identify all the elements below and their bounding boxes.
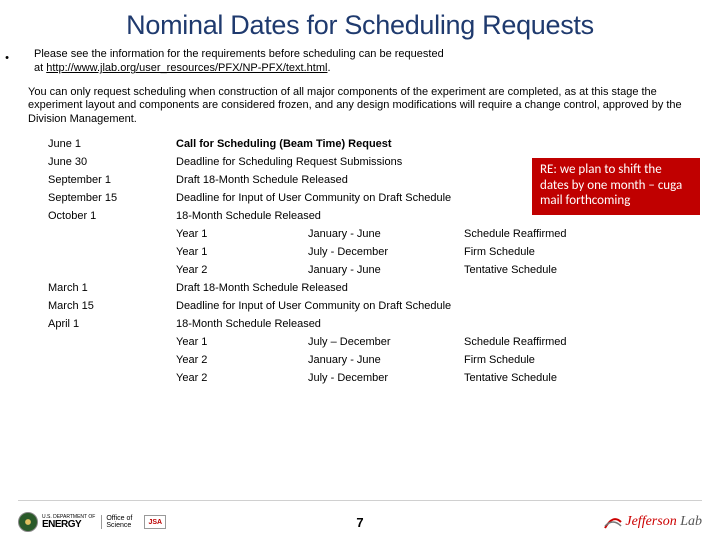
period-cell: January - June [308,354,464,366]
schedule-sub-row: Year 2January - JuneTentative Schedule [48,261,696,279]
desc-cell: Call for Scheduling (Beam Time) Request [176,138,696,150]
schedule-sub-row: Year 2July - DecemberTentative Schedule [48,369,696,387]
jlab-name: Jefferson Lab [625,514,702,530]
schedule-sub-row: Year 2January - JuneFirm Schedule [48,351,696,369]
intro-line2-suffix: . [327,62,330,74]
doe-text: U.S. DEPARTMENT OF ENERGY [42,515,95,530]
status-cell: Tentative Schedule [464,372,696,384]
date-cell: October 1 [48,210,176,222]
callout-note: RE: we plan to shift the dates by one mo… [532,158,700,215]
schedule-row: June 1Call for Scheduling (Beam Time) Re… [48,135,696,153]
year-cell: Year 1 [176,336,308,348]
date-cell: June 1 [48,138,176,150]
intro-line1: Please see the information for the requi… [34,48,444,60]
year-cell: Year 1 [176,228,308,240]
date-cell: June 30 [48,156,176,168]
bullet-dot: • [0,45,14,64]
schedule-sub-row: Year 1July - DecemberFirm Schedule [48,243,696,261]
period-cell: July - December [308,372,464,384]
paragraph-2: You can only request scheduling when con… [0,78,720,133]
page-number: 7 [356,515,363,530]
doe-logo: U.S. DEPARTMENT OF ENERGY [18,512,95,532]
schedule-row: March 1Draft 18-Month Schedule Released [48,279,696,297]
intro-text: Please see the information for the requi… [14,45,468,78]
requirements-link[interactable]: http://www.jlab.org/user_resources/PFX/N… [46,62,327,74]
date-cell: September 15 [48,192,176,204]
desc-cell: Deadline for Input of User Community on … [176,300,696,312]
schedule-sub-row: Year 1July – DecemberSchedule Reaffirmed [48,333,696,351]
status-cell: Tentative Schedule [464,264,696,276]
doe-seal-icon [18,512,38,532]
status-cell: Firm Schedule [464,246,696,258]
year-cell: Year 2 [176,372,308,384]
footer-left: U.S. DEPARTMENT OF ENERGY Office of Scie… [18,512,166,532]
jlab-word2: Lab [677,514,702,529]
date-cell: September 1 [48,174,176,186]
jlab-swoosh-icon [603,512,623,532]
year-cell: Year 2 [176,354,308,366]
jlab-word1: Jefferson [625,514,676,529]
period-cell: July – December [308,336,464,348]
year-cell: Year 1 [176,246,308,258]
date-cell: April 1 [48,318,176,330]
schedule-sub-row: Year 1January - JuneSchedule Reaffirmed [48,225,696,243]
office-line2: Science [106,522,131,529]
jsa-logo: JSA [144,515,166,529]
year-cell: Year 2 [176,264,308,276]
date-cell: March 1 [48,282,176,294]
office-line1: Office of [106,515,132,522]
status-cell: Schedule Reaffirmed [464,228,696,240]
doe-main-text: ENERGY [42,520,95,530]
status-cell: Schedule Reaffirmed [464,336,696,348]
schedule-row: April 118-Month Schedule Released [48,315,696,333]
office-of-science: Office of Science [101,515,132,529]
intro-block: • Please see the information for the req… [0,45,720,78]
period-cell: July - December [308,246,464,258]
intro-line2-prefix: at [34,62,46,74]
desc-cell: 18-Month Schedule Released [176,318,696,330]
schedule-row: March 15Deadline for Input of User Commu… [48,297,696,315]
page-title: Nominal Dates for Scheduling Requests [0,0,720,45]
jlab-logo: Jefferson Lab [603,512,702,532]
period-cell: January - June [308,264,464,276]
desc-cell: Draft 18-Month Schedule Released [176,282,696,294]
date-cell: March 15 [48,300,176,312]
status-cell: Firm Schedule [464,354,696,366]
footer-divider [18,500,702,501]
period-cell: January - June [308,228,464,240]
